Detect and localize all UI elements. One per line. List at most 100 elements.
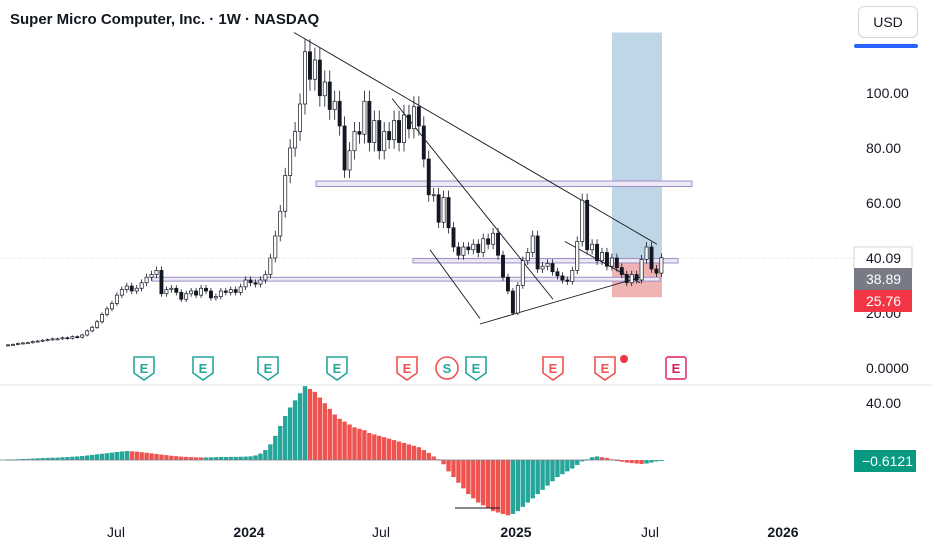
oscillator-bar — [481, 460, 486, 506]
candle — [40, 339, 45, 342]
oscillator-bar — [619, 460, 624, 462]
candle — [416, 106, 421, 127]
price-label: 25.76 — [866, 293, 901, 309]
oscillator-bar — [476, 460, 481, 503]
oscillator-bar — [75, 456, 80, 460]
candle — [179, 292, 184, 300]
price-label-cover — [854, 290, 912, 312]
oscillator-bar — [416, 447, 422, 460]
candle — [114, 294, 119, 304]
candle — [60, 337, 65, 340]
currency-indicator-bar — [854, 44, 918, 48]
candle — [392, 120, 397, 141]
oscillator-bar — [248, 456, 253, 460]
oscillator-bar — [614, 460, 620, 461]
candle — [174, 287, 179, 293]
candle — [209, 290, 213, 299]
candle — [85, 330, 90, 336]
trendline-lower-left — [429, 249, 481, 319]
candle — [397, 120, 402, 143]
oscillator-bar — [283, 415, 288, 460]
candle — [545, 263, 550, 267]
candle — [213, 296, 218, 299]
candle — [347, 150, 352, 171]
oscillator-bar — [169, 455, 174, 460]
oscillator-bar — [411, 445, 417, 460]
resistance-zone — [315, 180, 693, 187]
candle — [223, 290, 228, 293]
oscillator-bar — [495, 460, 501, 513]
oscillator-bar — [599, 457, 605, 460]
oscillator-bar — [421, 450, 426, 460]
candle — [525, 252, 530, 262]
oscillator-bar — [624, 460, 629, 463]
oscillator-bar — [174, 456, 179, 460]
oscillator-bar — [431, 456, 436, 460]
candle — [466, 246, 471, 251]
currency-button[interactable]: USD — [858, 6, 918, 38]
oscillator-bar — [391, 440, 397, 460]
candle — [70, 336, 75, 339]
oscillator-bar — [149, 453, 154, 460]
candle — [451, 227, 456, 248]
oscillator-bar — [144, 452, 149, 460]
candle — [263, 274, 268, 281]
candle — [421, 125, 426, 160]
candle — [100, 314, 104, 323]
earnings-marker — [396, 356, 418, 381]
candle — [154, 270, 159, 275]
oscillator-bar — [184, 456, 189, 460]
oscillator-bar — [124, 451, 129, 460]
oscillator-bar — [644, 460, 649, 464]
candle — [298, 103, 303, 132]
price-tick-label: 0.0000 — [866, 360, 909, 376]
candle — [580, 199, 585, 242]
candle — [382, 131, 387, 152]
candle — [624, 274, 629, 284]
oscillator-bar — [203, 457, 209, 460]
candle — [496, 232, 501, 256]
candle — [312, 59, 317, 80]
candle — [30, 341, 35, 344]
candle — [520, 260, 525, 286]
oscillator-bar — [253, 455, 258, 460]
oscillator-bar — [243, 456, 248, 460]
oscillator-bar — [545, 460, 550, 486]
time-axis-label: 2025 — [500, 524, 531, 540]
oscillator-bar — [223, 457, 228, 460]
oscillator-bar — [386, 438, 392, 460]
time-axis-label: 2024 — [233, 524, 264, 540]
price-label-box — [854, 268, 912, 290]
candle — [619, 267, 624, 275]
oscillator-bar — [446, 460, 451, 472]
oscillator-bar — [604, 457, 610, 460]
oscillator-bar — [550, 460, 555, 482]
oscillator-bar — [50, 457, 55, 460]
candle — [317, 59, 322, 97]
oscillator-bar — [441, 460, 446, 465]
oscillator-bar — [25, 458, 30, 460]
candle — [501, 254, 505, 278]
candle — [456, 246, 461, 256]
candle — [169, 287, 174, 290]
oscillator-bar — [45, 457, 50, 460]
oscillator-bar — [396, 441, 402, 460]
oscillator-bar — [35, 458, 40, 460]
oscillator-bar — [104, 453, 110, 460]
candle — [352, 131, 357, 152]
oscillator-bar — [565, 460, 570, 472]
candle — [233, 289, 238, 293]
candle — [565, 279, 570, 282]
oscillator-bar — [490, 460, 496, 512]
oscillator-bar — [654, 460, 659, 462]
candle — [411, 106, 416, 130]
oscillator-bar — [520, 460, 525, 507]
marker-label: E — [549, 361, 558, 376]
candle — [25, 342, 30, 345]
candle — [362, 100, 367, 135]
time-axis-label: Jul — [372, 524, 390, 540]
candle — [184, 293, 189, 300]
oscillator-bar — [322, 403, 327, 460]
candle — [377, 120, 382, 152]
